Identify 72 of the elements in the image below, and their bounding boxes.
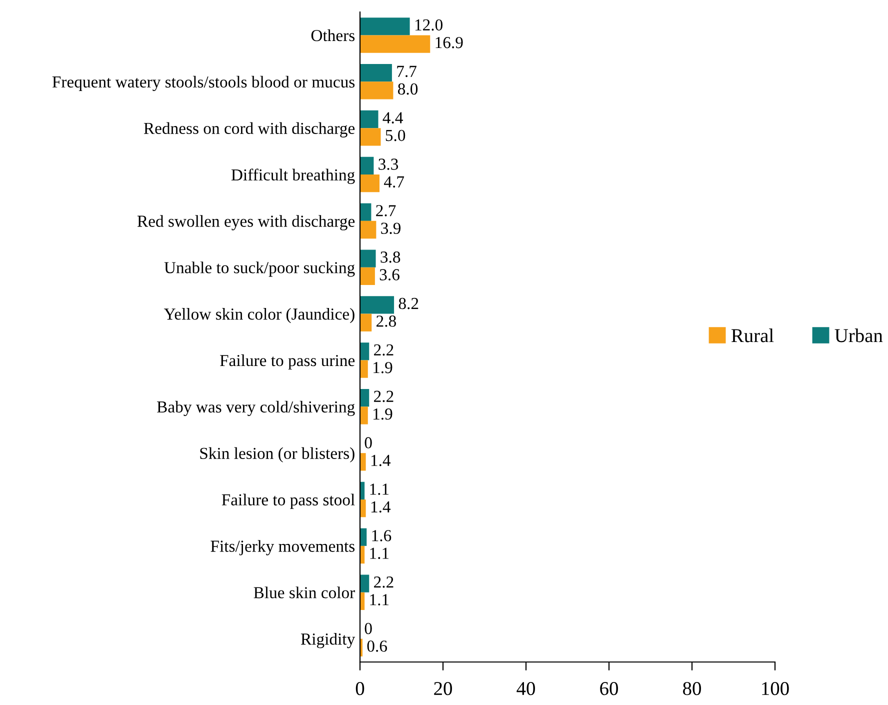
y-tick-label: Failure to pass urine	[220, 354, 355, 370]
bar	[360, 220, 376, 239]
x-tick-label: 80	[683, 682, 701, 696]
legend-label: Rural	[731, 328, 774, 342]
x-tick-label: 0	[356, 682, 364, 696]
data-label: 8.0	[398, 83, 418, 95]
bar	[360, 64, 392, 82]
bar	[360, 82, 394, 100]
data-label: 2.2	[374, 344, 394, 356]
bar	[360, 314, 372, 332]
bar	[360, 342, 370, 360]
data-label: 3.3	[378, 158, 398, 170]
data-label: 1.9	[374, 362, 392, 374]
data-label: 3.9	[381, 222, 401, 234]
bar	[360, 250, 376, 268]
data-label: 2.2	[374, 390, 394, 402]
y-tick-label: Yellow skin color (Jaundice)	[164, 308, 354, 324]
bar	[360, 18, 410, 36]
bar	[360, 296, 394, 314]
bar	[360, 574, 370, 592]
bar	[360, 389, 370, 407]
data-label: 2.7	[376, 205, 396, 216]
x-tick-label: 20	[434, 682, 452, 696]
data-label: 8.2	[398, 298, 418, 310]
bar	[360, 128, 381, 146]
y-tick-label: Failure to pass stool	[222, 494, 355, 509]
y-tick-label: Fits/jerky movements	[210, 540, 355, 556]
data-label: 4.4	[382, 112, 403, 124]
y-tick-label: Baby was very cold/shivering	[157, 400, 355, 416]
y-tick-label: Rigidity	[300, 633, 356, 648]
data-label: 1.1	[370, 484, 389, 495]
x-tick-label: 100	[762, 682, 789, 696]
data-label: 7.7	[397, 66, 416, 78]
data-label: 0.6	[367, 640, 387, 652]
data-label: 5.0	[386, 130, 406, 142]
data-label: 16.9	[436, 37, 463, 48]
y-tick-label: Unable to suck/poor sucking	[164, 262, 355, 277]
data-label: 1.4	[371, 501, 391, 513]
data-label: 2.2	[374, 576, 394, 588]
bar	[360, 500, 366, 518]
bar	[360, 453, 366, 471]
data-label: 3.6	[380, 269, 400, 280]
data-label: 4.7	[384, 176, 404, 188]
bar	[360, 203, 372, 221]
y-tick-label: Difficult breathing	[231, 168, 355, 184]
y-tick-label: Frequent watery stools/stools blood or mucus	[52, 76, 355, 92]
bar	[360, 110, 378, 128]
bar	[360, 360, 368, 378]
y-tick-label: Blue skin color	[254, 586, 355, 598]
bar	[360, 156, 374, 174]
data-label: 0	[364, 437, 372, 448]
bar	[360, 528, 367, 546]
data-label: 3.8	[380, 251, 400, 263]
data-label: 2.8	[376, 316, 396, 327]
bar	[360, 267, 375, 285]
data-label: 1.1	[370, 594, 389, 606]
data-label: 1.1	[370, 548, 389, 559]
y-tick-label: Skin lesion (or blisters)	[200, 447, 354, 462]
bar	[360, 406, 368, 424]
legend-label: Urban	[834, 328, 883, 342]
bar	[360, 35, 430, 53]
data-label: 1.6	[372, 530, 392, 542]
y-tick-label: Redness on cord with discharge	[144, 122, 355, 138]
x-tick-label: 40	[516, 682, 535, 696]
bar	[360, 174, 380, 192]
y-tick-label: Red swollen eyes with discharge	[137, 215, 355, 230]
data-label: 1.9	[374, 408, 392, 420]
x-tick-label: 60	[600, 682, 618, 696]
data-label: 12.0	[415, 19, 442, 31]
data-label: 0	[364, 622, 372, 634]
data-label: 1.4	[371, 454, 391, 466]
y-tick-label: Others	[311, 29, 355, 42]
